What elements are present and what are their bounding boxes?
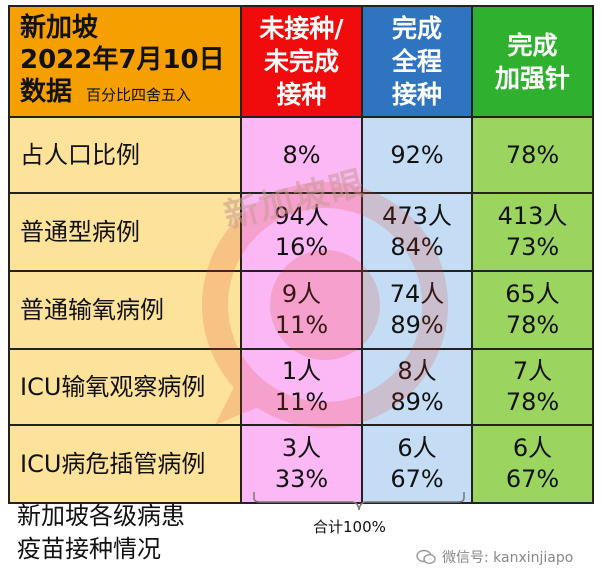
cell-count: 473人 [382, 202, 452, 230]
cell-percent: 33% [274, 465, 329, 493]
cell-unvaccinated: 94人 16% [242, 194, 363, 272]
row-label: 普通输氧病例 [10, 272, 242, 350]
wechat-text: 微信号: kanxinjiapo [442, 550, 574, 566]
cell-fully-vaccinated: 6人 67% [363, 426, 473, 504]
header-fully-vaccinated: 完成 全程 接种 [363, 7, 473, 118]
cell-percent: 89% [390, 388, 444, 416]
row-label: 普通型病例 [10, 194, 242, 272]
cell-count: 9人 [281, 280, 322, 308]
cell-fully-vaccinated: 473人 84% [363, 194, 473, 272]
cell-count: 8人 [397, 357, 437, 385]
header-booster-line1: 完成 [507, 30, 558, 60]
cell-booster: 65人 78% [473, 272, 594, 350]
title-country: 新加坡 [20, 13, 99, 43]
rounding-note: 百分比四舍五入 [86, 86, 192, 104]
header-full-line1: 完成 [391, 14, 442, 43]
vaccination-table: 新加坡 2022年7月10日 数据 百分比四舍五入 未接种/ 未完成 接种 完成… [8, 5, 594, 504]
cell-percent: 67% [390, 465, 444, 493]
cell-percent: 78% [505, 311, 560, 339]
cell-unvaccinated: 1人 11% [242, 350, 363, 426]
cell-count: 7人 [512, 357, 553, 385]
cell-percent: 16% [274, 233, 329, 261]
cell-percent: 89% [390, 311, 444, 339]
cell-unvaccinated: 8% [242, 118, 363, 194]
total-brace [253, 492, 465, 511]
cell-fully-vaccinated: 8人 89% [363, 350, 473, 426]
header-unvaccinated: 未接种/ 未完成 接种 [242, 7, 363, 118]
cell-count: 1人 [281, 357, 322, 385]
wechat-id: 微信号: kanxinjiapo [416, 547, 573, 567]
row-label: ICU输氧观察病例 [10, 350, 242, 426]
cell-count: 74人 [389, 280, 445, 308]
header-booster: 完成 加强针 [473, 7, 594, 118]
header-unvaccinated-line1: 未接种/ [259, 14, 344, 43]
cell-unvaccinated: 3人 33% [242, 426, 363, 504]
wechat-icon [416, 549, 436, 565]
header-full-line3: 接种 [391, 80, 442, 109]
title-data: 数据 [20, 77, 73, 107]
cell-value: 78% [505, 140, 560, 169]
row-label: 占人口比例 [10, 118, 242, 194]
cell-count: 6人 [512, 434, 553, 462]
cell-booster: 78% [473, 118, 594, 194]
cell-booster: 7人 78% [473, 350, 594, 426]
title-date: 2022年7月10日 [20, 45, 225, 75]
cell-value: 92% [390, 140, 444, 169]
cell-count: 6人 [397, 434, 437, 462]
cell-percent: 84% [390, 233, 444, 261]
cell-booster: 413人 73% [473, 194, 594, 272]
cell-percent: 67% [505, 465, 560, 493]
cell-count: 413人 [497, 202, 568, 230]
cell-unvaccinated: 9人 11% [242, 272, 363, 350]
caption-line1: 新加坡各级病患 [17, 502, 185, 530]
table-title-cell: 新加坡 2022年7月10日 数据 百分比四舍五入 [10, 7, 242, 118]
cell-fully-vaccinated: 92% [363, 118, 473, 194]
cell-value: 8% [282, 140, 321, 169]
cell-count: 3人 [281, 434, 322, 462]
header-full-line2: 全程 [391, 47, 442, 76]
header-unvaccinated-line3: 接种 [276, 80, 327, 109]
total-note: 合计100% [313, 518, 386, 536]
cell-percent: 11% [274, 388, 329, 416]
header-booster-line2: 加强针 [494, 63, 570, 93]
cell-count: 94人 [274, 202, 329, 230]
cell-percent: 78% [505, 388, 560, 416]
caption-line2: 疫苗接种情况 [17, 535, 161, 563]
cell-percent: 11% [274, 311, 329, 339]
cell-fully-vaccinated: 74人 89% [363, 272, 473, 350]
cell-count: 65人 [505, 280, 560, 308]
header-unvaccinated-line2: 未完成 [263, 47, 339, 76]
cell-percent: 73% [505, 233, 560, 261]
row-label: ICU病危插管病例 [10, 426, 242, 504]
caption: 新加坡各级病患 疫苗接种情况 [17, 500, 185, 566]
cell-booster: 6人 67% [473, 426, 594, 504]
